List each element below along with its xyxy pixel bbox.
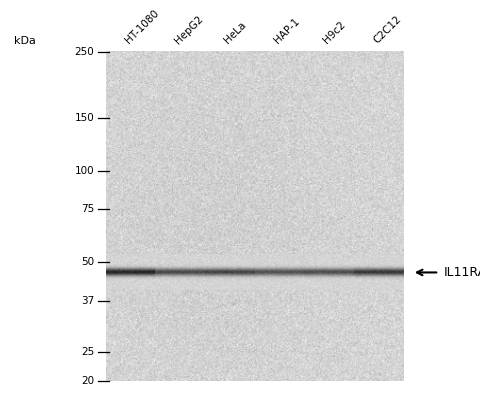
Text: 250: 250 (74, 46, 94, 57)
Text: C2C12: C2C12 (372, 14, 403, 46)
Text: 150: 150 (74, 113, 94, 123)
Text: H9c2: H9c2 (322, 20, 348, 46)
Text: 20: 20 (81, 376, 94, 386)
Text: kDa: kDa (14, 36, 36, 46)
Text: HAP-1: HAP-1 (272, 17, 301, 46)
Text: 37: 37 (81, 296, 94, 306)
Text: IL11RA: IL11RA (444, 266, 480, 279)
Text: 50: 50 (81, 256, 94, 266)
Text: HT-1080: HT-1080 (123, 8, 161, 46)
Text: 75: 75 (81, 204, 94, 214)
Text: 25: 25 (81, 347, 94, 357)
Text: 100: 100 (74, 166, 94, 176)
Text: HeLa: HeLa (223, 20, 248, 46)
Text: HepG2: HepG2 (173, 13, 205, 46)
